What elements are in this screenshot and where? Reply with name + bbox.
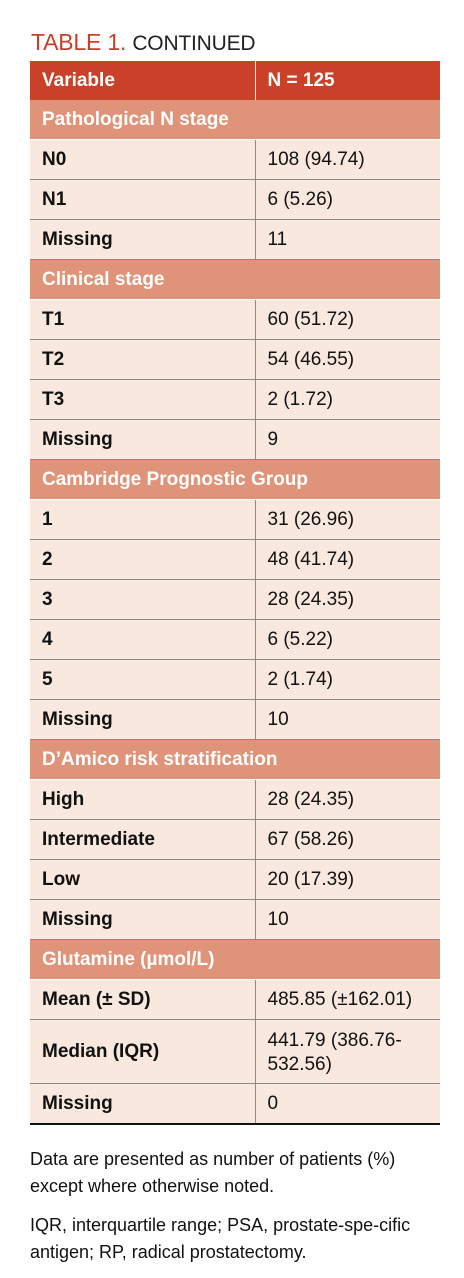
value-cell: 11 xyxy=(255,219,440,260)
table-row: Missing 10 xyxy=(30,899,440,940)
variable-cell: T1 xyxy=(30,299,256,340)
variable-cell: N1 xyxy=(30,179,256,220)
section-header-row: Pathological N stage xyxy=(30,100,440,140)
variable-cell: Missing xyxy=(30,899,256,940)
value-cell: 48 (41.74) xyxy=(255,539,440,580)
header-variable: Variable xyxy=(30,61,256,100)
table-row: Low 20 (17.39) xyxy=(30,859,440,900)
table-row: Mean (± SD) 485.85 (±162.01) xyxy=(30,979,440,1020)
value-cell: 20 (17.39) xyxy=(255,859,440,900)
table-row: Median (IQR) 441.79 (386.76-532.56) xyxy=(30,1019,440,1084)
table-notes: Data are presented as number of patients… xyxy=(30,1146,445,1278)
table-continued: CONTINUED xyxy=(132,32,256,55)
variable-cell: N0 xyxy=(30,139,256,180)
value-cell: 67 (58.26) xyxy=(255,819,440,860)
section-header-row: Cambridge Prognostic Group xyxy=(30,459,440,500)
variable-cell: High xyxy=(30,779,256,820)
note-abbreviations: IQR, interquartile range; PSA, prostate-… xyxy=(30,1215,411,1262)
table-row: T2 54 (46.55) xyxy=(30,339,440,380)
table-title: TABLE 1. CONTINUED xyxy=(31,28,256,58)
table-row: N1 6 (5.26) xyxy=(30,179,440,220)
value-cell: 0 xyxy=(255,1083,440,1125)
section-title: Pathological N stage xyxy=(30,100,440,140)
table-row: 2 48 (41.74) xyxy=(30,539,440,580)
table-row: Intermediate 67 (58.26) xyxy=(30,819,440,860)
section-header-row: D’Amico risk stratification xyxy=(30,739,440,780)
variable-cell: Missing xyxy=(30,419,256,460)
value-cell: 31 (26.96) xyxy=(255,499,440,540)
variable-cell: 2 xyxy=(30,539,256,580)
value-cell: 441.79 (386.76-532.56) xyxy=(255,1019,440,1084)
table-row: N0 108 (94.74) xyxy=(30,139,440,180)
value-cell: 108 (94.74) xyxy=(255,139,440,180)
variable-cell: 3 xyxy=(30,579,256,620)
value-cell: 6 (5.26) xyxy=(255,179,440,220)
variable-cell: T2 xyxy=(30,339,256,380)
variable-cell: Mean (± SD) xyxy=(30,979,256,1020)
section-header-row: Clinical stage xyxy=(30,259,440,300)
section-title: Clinical stage xyxy=(30,259,440,300)
data-table: Variable N = 125 Pathological N stage N0 1… xyxy=(30,61,440,1125)
variable-cell: Intermediate xyxy=(30,819,256,860)
value-cell: 6 (5.22) xyxy=(255,619,440,660)
table-row: Missing 10 xyxy=(30,699,440,740)
value-cell: 2 (1.74) xyxy=(255,659,440,700)
table-row: Missing 11 xyxy=(30,219,440,260)
table-row: T1 60 (51.72) xyxy=(30,299,440,340)
variable-cell: 4 xyxy=(30,619,256,660)
value-cell: 9 xyxy=(255,419,440,460)
variable-cell: Missing xyxy=(30,699,256,740)
value-cell: 28 (24.35) xyxy=(255,579,440,620)
table-row: 1 31 (26.96) xyxy=(30,499,440,540)
value-cell: 485.85 (±162.01) xyxy=(255,979,440,1020)
variable-cell: 1 xyxy=(30,499,256,540)
section-title: Cambridge Prognostic Group xyxy=(30,459,440,500)
variable-cell: Low xyxy=(30,859,256,900)
table-header-row: Variable N = 125 xyxy=(30,61,440,100)
value-cell: 2 (1.72) xyxy=(255,379,440,420)
note-data-presentation: Data are presented as number of patients… xyxy=(30,1149,396,1196)
table-body: Pathological N stage N0 108 (94.74) N1 6 (5.… xyxy=(30,100,440,1125)
variable-cell: Missing xyxy=(30,1083,256,1125)
value-cell: 54 (46.55) xyxy=(255,339,440,380)
variable-cell: Median (IQR) xyxy=(30,1019,256,1084)
section-title: Glutamine (µmol/L) xyxy=(30,939,440,980)
table-row: Missing 9 xyxy=(30,419,440,460)
variable-cell: Missing xyxy=(30,219,256,260)
table-row: 3 28 (24.35) xyxy=(30,579,440,620)
value-cell: 28 (24.35) xyxy=(255,779,440,820)
table-row: High 28 (24.35) xyxy=(30,779,440,820)
value-cell: 60 (51.72) xyxy=(255,299,440,340)
value-cell: 10 xyxy=(255,699,440,740)
section-title: D’Amico risk stratification xyxy=(30,739,440,780)
table-label: TABLE 1. xyxy=(31,29,127,55)
value-cell: 10 xyxy=(255,899,440,940)
variable-cell: 5 xyxy=(30,659,256,700)
section-header-row: Glutamine (µmol/L) xyxy=(30,939,440,980)
variable-cell: T3 xyxy=(30,379,256,420)
header-n: N = 125 xyxy=(255,61,440,100)
table-row: T3 2 (1.72) xyxy=(30,379,440,420)
table-row: Missing 0 xyxy=(30,1083,440,1125)
